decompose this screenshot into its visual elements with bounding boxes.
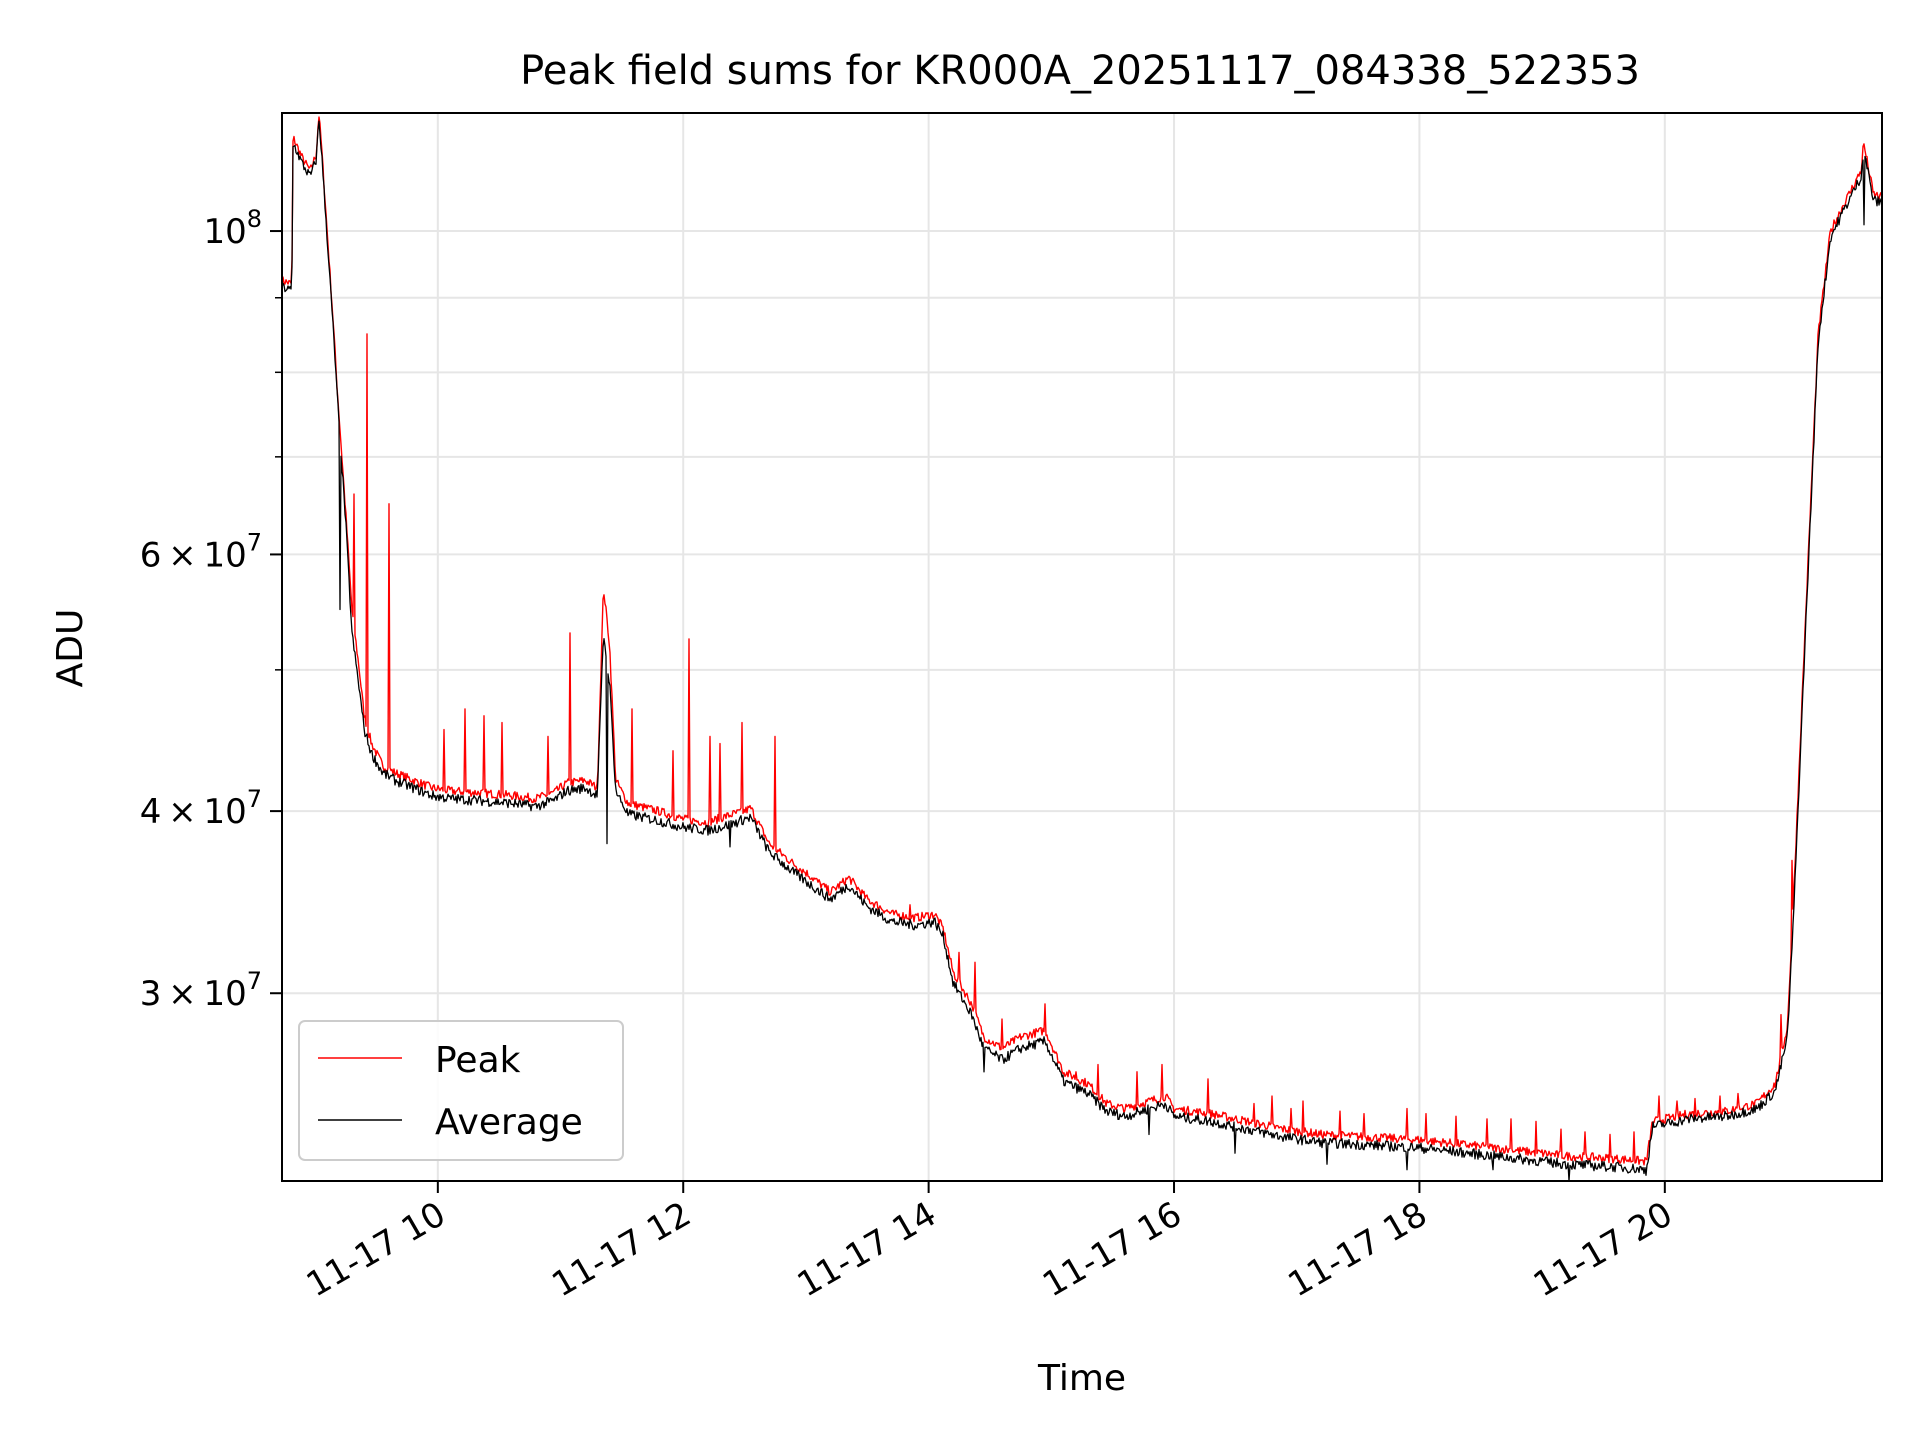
series-line-peak: [282, 116, 1882, 1166]
y-axis-ticks: 3 × 107 4 × 107 6 × 107 108: [140, 205, 282, 1014]
legend-label-average: Average: [435, 1102, 583, 1143]
y-tick-label: 6 × 107: [140, 528, 262, 575]
legend-label-peak: Peak: [435, 1040, 521, 1081]
grid: [282, 113, 1882, 1181]
legend-box: [298, 1020, 624, 1161]
y-tick-label: 3 × 107: [140, 967, 262, 1014]
y-tick-label: 108: [203, 205, 262, 252]
plot-frame: [281, 112, 1883, 1182]
chart-title: Peak field sums for KR000A_20251117_0843…: [520, 48, 1640, 94]
y-axis-label: ADU: [50, 609, 91, 688]
y-tick-label: 4 × 107: [140, 785, 262, 832]
series-layer: [282, 116, 1882, 1181]
x-axis-label: Time: [1037, 1358, 1126, 1399]
series-line-average: [282, 120, 1882, 1181]
legend: Peak Average: [298, 1020, 624, 1161]
